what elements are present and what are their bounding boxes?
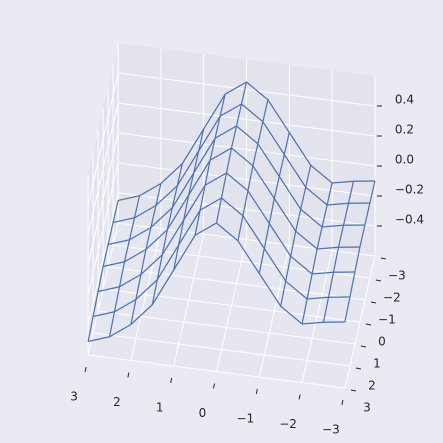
x-tick: [170, 377, 173, 384]
y-tick: [355, 367, 361, 370]
z-tick-label: −0.4: [395, 213, 424, 227]
z-tick-label: −0.2: [395, 183, 424, 197]
x-tick: [255, 388, 258, 395]
y-tick: [380, 257, 386, 260]
grid-line: [87, 102, 119, 236]
y-tick-label: −3: [388, 269, 406, 283]
x-tick: [84, 366, 87, 373]
z-tick-label: 0.2: [395, 123, 414, 137]
grid-line: [87, 162, 119, 296]
wire: [215, 81, 248, 224]
grid-line: [118, 162, 375, 197]
x-tick: [127, 372, 130, 378]
y-tick-label: 2: [368, 379, 376, 393]
grid-line: [87, 132, 119, 266]
grid-line: [98, 310, 355, 345]
x-tick-label: 3: [70, 390, 78, 404]
wire: [344, 180, 376, 323]
wire: [237, 99, 269, 241]
wire: [194, 94, 226, 236]
x-tick-label: −2: [279, 417, 297, 431]
y-tick: [370, 301, 376, 304]
grid-line: [118, 192, 375, 227]
x-tick-label: −3: [322, 423, 340, 437]
grid-line: [88, 354, 345, 389]
y-tick-label: 3: [363, 401, 371, 415]
wire: [301, 182, 333, 325]
y-tick: [350, 389, 356, 392]
x-tick-label: 1: [156, 401, 164, 415]
wire: [151, 163, 183, 305]
grid-line: [93, 332, 350, 367]
wire: [322, 181, 355, 323]
x-tick: [213, 383, 215, 389]
y-tick-label: −1: [378, 313, 396, 327]
grid-line: [118, 222, 375, 257]
wire: [258, 132, 290, 274]
grid-line: [108, 266, 365, 301]
grid-line: [103, 288, 360, 323]
wire: [173, 128, 205, 271]
y-tick: [375, 279, 381, 282]
wire: [87, 200, 119, 342]
x-tick: [341, 399, 344, 406]
x-tick-label: −1: [236, 412, 254, 426]
y-tick: [365, 323, 371, 326]
wire: [280, 165, 312, 307]
y-tick-label: 1: [373, 357, 381, 371]
x-tick-label: 0: [199, 406, 207, 420]
grid-line: [87, 72, 119, 206]
grid-line: [118, 132, 375, 167]
y-tick-label: −2: [383, 291, 401, 305]
z-tick-label: 0.0: [395, 153, 414, 167]
z-tick-label: 0.4: [395, 93, 414, 107]
wire: [130, 183, 162, 325]
grid-line: [118, 102, 375, 137]
y-tick-label: 0: [378, 335, 386, 349]
wire: [108, 195, 141, 337]
grid-line: [87, 192, 119, 326]
x-tick-label: 2: [113, 395, 121, 409]
x-tick: [298, 394, 301, 400]
grid-line: [118, 72, 375, 107]
y-tick: [360, 345, 366, 348]
